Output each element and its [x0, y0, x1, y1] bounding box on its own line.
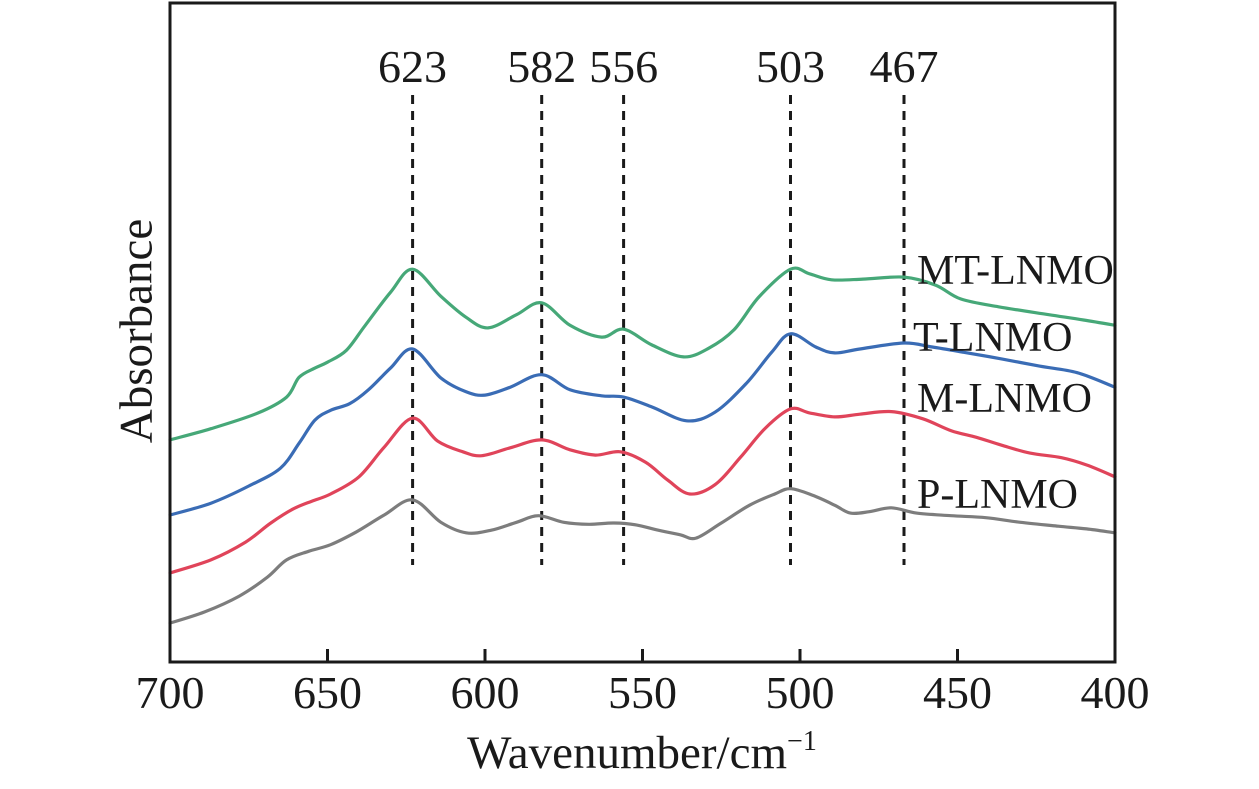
peak-label-503: 503	[756, 41, 826, 92]
spectrum-curve-p-lnmo	[168, 487, 1117, 625]
x-axis-title: Wavenumber/cm−1	[467, 728, 817, 777]
x-tick-label-600: 600	[450, 667, 520, 718]
x-tick-label-650: 650	[293, 667, 362, 718]
x-tick-label-400: 400	[1080, 667, 1150, 718]
peak-label-582: 582	[507, 41, 577, 92]
x-axis-title-text: Wavenumber/cm	[467, 727, 788, 779]
x-tick-label-500: 500	[765, 667, 835, 718]
x-tick-label-450: 450	[923, 667, 992, 718]
x-tick-label-550: 550	[608, 667, 677, 718]
series-label-m-lnmo: M-LNMO	[917, 376, 1092, 422]
y-axis-title: Absorbance	[110, 218, 163, 444]
spectrum-curve-mt-lnmo	[168, 266, 1117, 442]
spectrum-curve-t-lnmo	[168, 332, 1117, 517]
spectrum-curve-m-lnmo	[168, 406, 1117, 575]
x-tick-label-700: 700	[135, 667, 205, 718]
peak-label-467: 467	[869, 41, 939, 92]
series-label-t-lnmo: T-LNMO	[913, 315, 1073, 361]
plot-frame	[168, 1, 1117, 664]
series-label-p-lnmo: P-LNMO	[917, 472, 1079, 518]
peak-label-623: 623	[378, 41, 448, 92]
peak-label-556: 556	[589, 41, 659, 92]
series-label-mt-lnmo: MT-LNMO	[917, 248, 1114, 294]
x-axis-title-exponent: −1	[787, 726, 817, 757]
